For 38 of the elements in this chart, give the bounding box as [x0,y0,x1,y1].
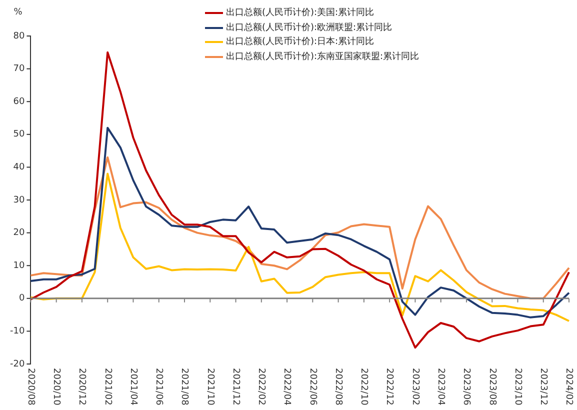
x-tick-label: 2020/08 [25,368,36,406]
legend-label: 出口总额(人民币计价):美国:累计同比 [226,6,374,20]
x-tick-label: 2021/08 [179,368,190,406]
y-tick-label: 60 [13,96,25,107]
y-tick-label: 50 [13,130,25,140]
x-tick-label: 2023/08 [486,368,497,406]
x-tick-label: 2021/06 [154,368,164,406]
x-tick-label: 2021/12 [230,368,240,406]
y-tick-label: -20 [10,359,25,370]
y-tick-label: 10 [13,260,25,271]
y-tick-label: 30 [13,195,25,206]
x-tick-label: 2023/12 [538,368,548,406]
y-tick-label: 0 [18,294,25,304]
x-tick-label: 2022/08 [332,368,343,406]
x-tick-label: 2022/12 [384,368,394,406]
y-tick-label: 40 [13,162,25,173]
x-tick-label: 2022/04 [282,368,292,406]
legend-label: 出口总额(人民币计价):日本:累计同比 [226,36,374,49]
x-tick-label: 2024/02 [564,368,574,406]
x-tick-label: 2021/02 [102,368,112,406]
y-tick-label: 20 [13,228,25,238]
legend-label: 出口总额(人民币计价):欧洲联盟:累计同比 [226,22,392,34]
x-tick-label: 2020/12 [76,368,87,406]
x-tick-label: 2023/02 [410,368,420,406]
x-tick-label: 2020/10 [50,368,61,406]
y-axis-title: % [14,7,23,18]
x-tick-label: 2023/10 [512,368,522,406]
x-tick-label: 2022/10 [358,368,369,406]
x-tick-label: 2022/02 [256,368,266,406]
y-tick-label: -10 [10,326,25,337]
x-tick-label: 2023/06 [461,368,472,406]
x-tick-label: 2023/04 [435,368,446,406]
y-tick-label: 80 [13,31,25,42]
x-tick-label: 2021/10 [204,368,215,406]
x-tick-label: 2022/06 [307,368,318,406]
y-tick-label: 70 [13,64,25,74]
legend-label: 出口总额(人民币计价):东南亚国家联盟:累计同比 [226,50,420,64]
x-tick-label: 2021/04 [128,368,138,406]
